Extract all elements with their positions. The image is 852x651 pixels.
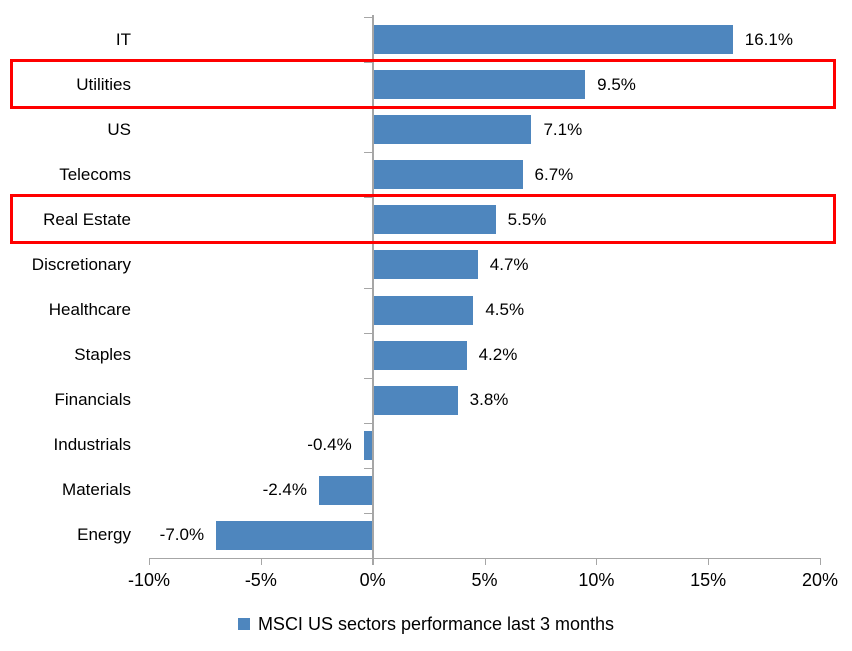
category-axis-tick [363,467,372,469]
category-label: Telecoms [59,164,131,184]
bar-utilities [372,70,586,100]
value-label: -0.4% [307,435,352,455]
x-axis-tick [708,558,710,565]
value-label: 4.5% [485,300,525,320]
legend: MSCI US sectors performance last 3 month… [0,611,852,637]
x-axis-tick-label: -5% [244,570,277,590]
x-axis-tick-label: 10% [578,570,615,590]
x-axis-tick [596,558,598,565]
value-label: 5.5% [507,209,547,229]
x-axis-tick-label: 0% [359,570,386,590]
category-axis-tick [363,512,372,514]
x-axis-tick [820,558,821,565]
category-label: US [107,119,131,139]
x-axis-tick [372,558,374,565]
category-label: Staples [74,345,131,365]
value-label: 3.8% [469,390,509,410]
category-axis-tick [363,17,372,18]
value-label: 16.1% [744,29,793,49]
category-axis-tick [363,422,372,424]
value-label: 6.7% [534,164,574,184]
bar-it [372,25,733,55]
bar-industrials [363,430,373,460]
bar-discretionary [372,250,478,280]
bar-materials [318,475,373,505]
category-label: Materials [62,480,131,500]
bar-healthcare [372,295,474,325]
legend-label: MSCI US sectors performance last 3 month… [257,613,615,634]
value-label: 4.2% [478,345,518,365]
x-axis-tick-label: 5% [471,570,498,590]
category-label: Utilities [76,74,131,94]
x-axis-tick [484,558,486,565]
category-axis-tick [363,287,372,289]
category-label: IT [115,29,131,49]
value-label: 4.7% [489,254,529,274]
x-axis-tick-label: 20% [801,570,839,590]
bar-staples [372,340,467,370]
category-axis-tick [363,152,372,154]
bar-real-estate [372,205,496,235]
value-label: 7.1% [543,119,583,139]
category-label: Industrials [53,435,131,455]
category-axis-line [371,15,374,565]
category-label: Financials [54,390,131,410]
category-label: Energy [77,525,131,545]
value-label: 9.5% [597,74,636,94]
bar-telecoms [372,160,523,190]
x-axis-tick [149,558,150,565]
category-axis-tick [363,197,372,199]
category-axis-tick [363,377,372,379]
category-axis-tick [363,62,372,64]
category-label: Real Estate [43,209,131,229]
x-axis-tick [260,558,262,565]
x-axis-tick-label: 15% [690,570,727,590]
highlight-box-utilities [10,59,836,110]
x-axis-tick-label: -10% [127,570,171,590]
bar-financials [372,385,458,415]
highlight-box-real-estate [10,194,836,245]
bar-us [372,115,532,145]
legend-swatch-icon [237,618,250,630]
value-label: -7.0% [159,525,205,545]
category-label: Discretionary [31,254,131,274]
category-axis-tick [363,332,372,334]
bar-energy [216,520,373,550]
value-label: -2.4% [262,480,307,500]
category-label: Healthcare [48,300,131,320]
